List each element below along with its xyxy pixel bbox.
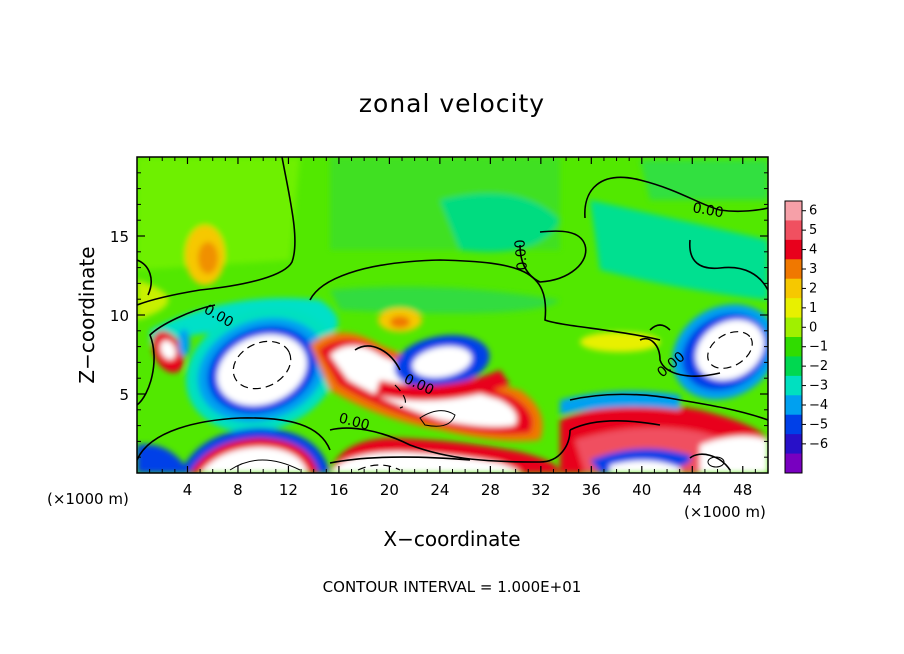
x-unit-label-left: (×1000 m) bbox=[47, 490, 129, 508]
colorbar-label: −5 bbox=[809, 417, 828, 432]
x-tick-label: 12 bbox=[279, 481, 298, 499]
y-tick-label: 5 bbox=[119, 386, 129, 404]
colorbar-label: −4 bbox=[809, 398, 828, 413]
colorbar-label: 3 bbox=[809, 262, 817, 277]
velocity-field bbox=[137, 157, 768, 473]
colorbar-label: 2 bbox=[809, 281, 817, 296]
y-axis-label: Z−coordinate bbox=[75, 246, 99, 383]
y-tick-label: 15 bbox=[110, 228, 129, 246]
colorbar-swatch bbox=[785, 259, 802, 280]
plot-area: 0.00 0.00 0.00 0.00 0.00 0.00 bbox=[137, 157, 768, 473]
colorbar-swatch bbox=[785, 201, 802, 221]
colorbar-swatch bbox=[785, 414, 802, 435]
x-tick-label: 4 bbox=[183, 481, 193, 499]
colorbar-label: −2 bbox=[809, 359, 828, 374]
x-axis-ticks: 4 8 12 16 20 24 28 32 36 40 44 48 bbox=[149, 157, 756, 499]
y-tick-label: 10 bbox=[110, 307, 129, 325]
colorbar-swatch bbox=[785, 395, 802, 416]
colorbar-swatch bbox=[785, 220, 802, 241]
x-tick-label: 16 bbox=[329, 481, 348, 499]
x-tick-label: 32 bbox=[531, 481, 550, 499]
colorbar-label: 4 bbox=[809, 243, 817, 258]
x-tick-label: 24 bbox=[430, 481, 449, 499]
colorbar-swatch bbox=[785, 317, 802, 338]
inner-contours bbox=[229, 410, 725, 471]
x-tick-label: 28 bbox=[481, 481, 500, 499]
x-tick-label: 20 bbox=[380, 481, 399, 499]
colorbar-swatch bbox=[785, 434, 802, 455]
contour-lines bbox=[137, 157, 768, 471]
colorbar-label: 5 bbox=[809, 223, 817, 238]
colorbar-swatch bbox=[785, 278, 802, 299]
colorbar-label: −3 bbox=[809, 379, 828, 394]
colorbar-swatch bbox=[785, 453, 802, 474]
colorbar-frame bbox=[784, 200, 803, 474]
contour-label: 0.00 bbox=[337, 410, 371, 434]
contour-label: 0.00 bbox=[691, 200, 724, 221]
colorbar-swatch bbox=[785, 356, 802, 377]
y-axis-ticks: 5 10 15 bbox=[110, 172, 768, 458]
colorbar-swatch bbox=[785, 337, 802, 357]
contour-interval-note: CONTOUR INTERVAL = 1.000E+01 bbox=[323, 578, 582, 596]
colorbar-label: 0 bbox=[809, 320, 817, 335]
x-tick-label: 36 bbox=[582, 481, 601, 499]
colorbar-label: −1 bbox=[809, 340, 828, 355]
negative-contours bbox=[232, 331, 753, 471]
x-unit-label-right: (×1000 m) bbox=[684, 503, 766, 521]
colorbar: 6 5 4 3 2 1 0 −1 −2 −3 −4 −5 −6 bbox=[784, 200, 828, 474]
chart-title: zonal velocity bbox=[359, 89, 545, 118]
x-tick-label: 48 bbox=[733, 481, 752, 499]
x-tick-label: 8 bbox=[233, 481, 243, 499]
x-tick-label: 44 bbox=[683, 481, 702, 499]
colorbar-swatch bbox=[785, 375, 802, 396]
colorbar-swatch bbox=[785, 239, 802, 260]
colorbar-label: −6 bbox=[809, 437, 828, 452]
contour-label: 0.00 bbox=[512, 239, 531, 271]
colorbar-swatch bbox=[785, 298, 802, 319]
x-axis-label: X−coordinate bbox=[383, 527, 520, 551]
colorbar-label: 1 bbox=[809, 301, 817, 316]
x-tick-label: 40 bbox=[632, 481, 651, 499]
colorbar-label: 6 bbox=[809, 204, 817, 219]
